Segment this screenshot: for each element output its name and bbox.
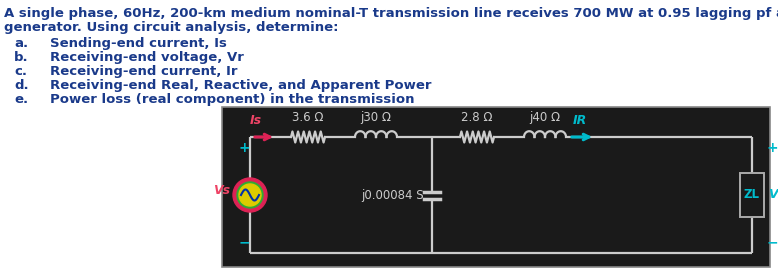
- Text: Vs: Vs: [213, 184, 230, 197]
- Bar: [222, 107, 770, 267]
- Text: generator. Using circuit analysis, determine:: generator. Using circuit analysis, deter…: [4, 21, 338, 34]
- Text: −: −: [767, 235, 778, 249]
- Text: +: +: [238, 141, 250, 155]
- Text: b.: b.: [14, 51, 29, 64]
- Text: Receiving-end Real, Reactive, and Apparent Power: Receiving-end Real, Reactive, and Appare…: [50, 79, 432, 92]
- Text: 3.6 Ω: 3.6 Ω: [293, 111, 324, 124]
- Text: e.: e.: [14, 93, 28, 106]
- Text: −: −: [238, 235, 250, 249]
- Text: c.: c.: [14, 65, 27, 78]
- Text: j30 Ω: j30 Ω: [360, 111, 391, 124]
- Text: j40 Ω: j40 Ω: [530, 111, 561, 124]
- Text: d.: d.: [14, 79, 29, 92]
- Text: Is: Is: [250, 114, 262, 127]
- Text: IR: IR: [573, 114, 587, 127]
- Text: Sending-end current, Is: Sending-end current, Is: [50, 37, 227, 50]
- Text: +: +: [767, 141, 778, 155]
- Circle shape: [233, 178, 267, 212]
- Circle shape: [239, 184, 261, 206]
- Text: A single phase, 60Hz, 200-km medium nominal-T transmission line receives 700 MW : A single phase, 60Hz, 200-km medium nomi…: [4, 7, 778, 20]
- Text: a.: a.: [14, 37, 28, 50]
- Circle shape: [237, 182, 263, 208]
- Text: j0.00084 S: j0.00084 S: [361, 188, 424, 201]
- Text: Power loss (real component) in the transmission: Power loss (real component) in the trans…: [50, 93, 415, 106]
- Text: ZL: ZL: [744, 188, 760, 201]
- Bar: [740, 173, 764, 217]
- Text: Receiving-end current, Ir: Receiving-end current, Ir: [50, 65, 237, 78]
- Text: Receiving-end voltage, Vr: Receiving-end voltage, Vr: [50, 51, 244, 64]
- Text: VR: VR: [768, 188, 778, 201]
- Text: 2.8 Ω: 2.8 Ω: [461, 111, 492, 124]
